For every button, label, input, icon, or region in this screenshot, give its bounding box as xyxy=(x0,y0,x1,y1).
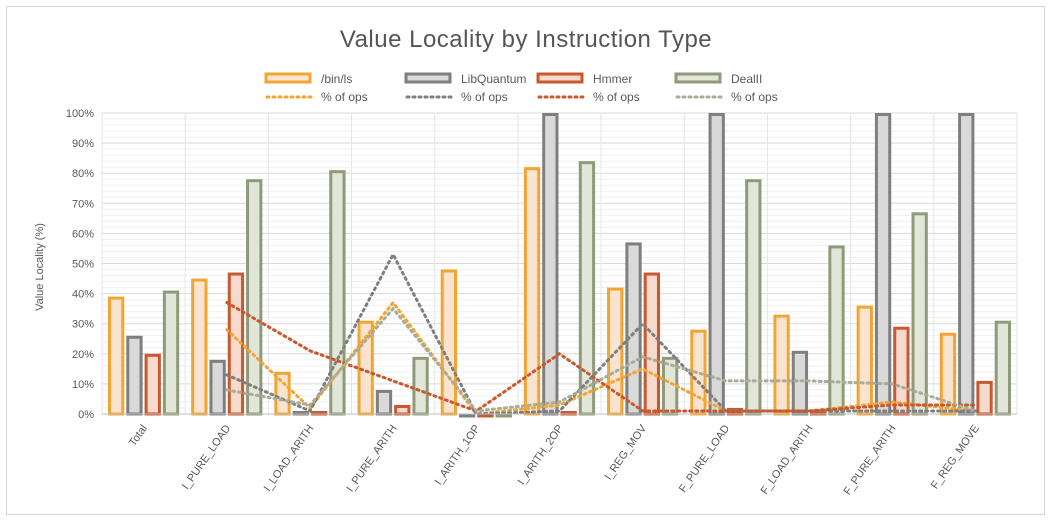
bar-hmmer xyxy=(976,380,993,416)
bar--bin-ls xyxy=(856,305,873,416)
legend-swatch-bar xyxy=(536,72,584,84)
chart-title: Value Locality by Instruction Type xyxy=(340,26,712,53)
y-tick-label: 100% xyxy=(66,108,94,120)
x-tick-label: I_PURE_ARITH xyxy=(345,423,400,495)
bar-dealii xyxy=(495,414,512,418)
bar-dealii xyxy=(745,179,762,416)
legend-label: Hmmer xyxy=(593,72,632,86)
y-tick-label: 0% xyxy=(78,409,94,421)
bar--bin-ls xyxy=(191,278,208,416)
x-tick-label: I_PURE_LOAD xyxy=(180,423,233,492)
x-tick-label: I_LOAD_ARITH xyxy=(262,423,317,494)
bar-libquantum xyxy=(126,335,143,416)
y-tick-label: 20% xyxy=(72,349,94,361)
x-tick-label: F_PURE_ARITH xyxy=(842,423,899,498)
x-tick-label: F_PURE_LOAD xyxy=(677,423,732,495)
y-tick-label: 10% xyxy=(72,379,94,391)
bars xyxy=(107,113,1012,418)
bar-dealii xyxy=(994,320,1012,416)
legend-label: % of ops xyxy=(731,90,778,104)
legend-swatch-bar xyxy=(264,72,312,84)
legend-label: LibQuantum xyxy=(461,72,526,86)
legend-label: % of ops xyxy=(321,90,368,104)
bar-dealii xyxy=(911,212,928,416)
bar-libquantum xyxy=(209,359,226,416)
y-tick-label: 40% xyxy=(72,289,94,301)
y-tick-label: 30% xyxy=(72,319,94,331)
chart-frame: Value Locality by Instruction Type /bin/… xyxy=(6,6,1045,515)
bar-hmmer xyxy=(643,272,660,416)
bar-libquantum xyxy=(375,389,393,416)
bar--bin-ls xyxy=(440,269,458,416)
legend-swatch-bar xyxy=(404,72,452,84)
bar-libquantum xyxy=(874,113,892,416)
legend-swatch-bar xyxy=(674,72,722,84)
ops-line-1 xyxy=(225,251,977,416)
legend-label: % of ops xyxy=(593,90,640,104)
bar-libquantum xyxy=(459,414,476,418)
bar-dealii xyxy=(246,179,263,416)
bar-libquantum xyxy=(958,113,975,416)
bar--bin-ls xyxy=(773,314,790,416)
bar-libquantum xyxy=(708,113,725,416)
legend: /bin/ls LibQuantum Hmmer DealII % of ops % of… xyxy=(264,72,778,104)
bar-libquantum xyxy=(791,350,809,416)
x-tick-label: I_ARITH_2OP xyxy=(516,423,566,487)
legend-label: /bin/ls xyxy=(321,72,352,86)
bar-libquantum xyxy=(542,113,559,416)
bar--bin-ls xyxy=(523,167,541,416)
bar-dealii xyxy=(661,356,679,416)
y-tick-label: 80% xyxy=(72,168,94,180)
x-tick-label: I_ARITH_1OP xyxy=(433,423,483,487)
x-tick-label: F_REG_MOVE xyxy=(929,423,982,491)
y-tick-label: 90% xyxy=(72,138,94,150)
ops-line-3 xyxy=(225,306,977,413)
legend-label: % of ops xyxy=(461,90,508,104)
bar-dealii xyxy=(162,290,180,416)
y-tick-label: 60% xyxy=(72,228,94,240)
bar-dealii xyxy=(412,356,429,416)
chart-svg: Value Locality by Instruction Type /bin/… xyxy=(34,26,1018,497)
legend-label: DealII xyxy=(731,72,762,86)
ops-line-2 xyxy=(225,301,977,413)
bar-hmmer xyxy=(893,326,910,416)
bar--bin-ls xyxy=(107,296,125,416)
x-tick-label: F_LOAD_ARITH xyxy=(759,423,816,497)
x-tick-label: Total xyxy=(127,423,150,449)
bar-dealii xyxy=(828,245,845,416)
y-axis-title: Value Locality (%) xyxy=(34,223,46,311)
y-tick-label: 50% xyxy=(72,259,94,271)
bar-hmmer xyxy=(477,414,494,418)
axes: 0% 10% 20% 30% 40% 50% 60% 70% 80% 90% 100% Total I_… xyxy=(66,108,1017,497)
y-tick-label: 70% xyxy=(72,198,94,210)
x-tick-label: I_REG_MOV xyxy=(602,422,649,482)
bar-hmmer xyxy=(144,353,161,416)
bar-hmmer xyxy=(394,404,411,416)
line-series xyxy=(225,251,977,416)
